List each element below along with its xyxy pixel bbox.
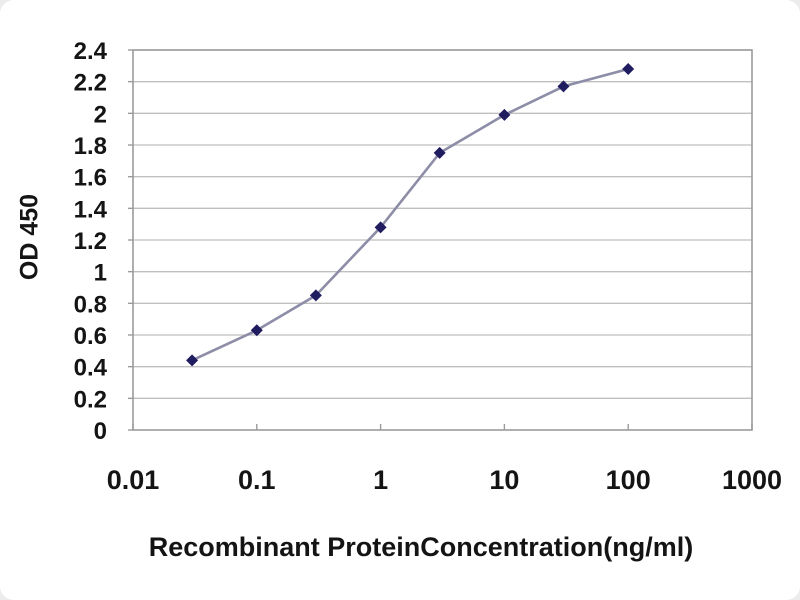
x-tick-label: 1 (373, 465, 388, 495)
data-point-marker (557, 80, 570, 93)
x-tick-label: 100 (606, 465, 651, 495)
y-tick-label: 0.6 (74, 323, 107, 350)
y-tick-label: 1.4 (74, 196, 108, 223)
y-tick-label: 0.8 (74, 291, 107, 318)
data-point-marker (374, 221, 387, 234)
y-tick-label: 1.2 (74, 228, 107, 255)
y-tick-label: 1 (94, 260, 107, 287)
data-point-marker (309, 289, 322, 302)
y-tick-label: 0.2 (74, 386, 107, 413)
y-tick-label: 0 (94, 418, 107, 445)
x-tick-label: 1000 (722, 465, 782, 495)
y-tick-label: 1.8 (74, 133, 107, 160)
y-tick-label: 2 (94, 101, 107, 128)
data-point-marker (433, 146, 446, 159)
x-tick-label: 0.1 (238, 465, 276, 495)
x-axis-title: Recombinant ProteinConcentration(ng/ml) (148, 532, 694, 562)
y-tick-label: 2.4 (74, 38, 108, 65)
y-tick-label: 2.2 (74, 70, 107, 97)
data-point-marker (250, 324, 263, 337)
x-tick-label: 0.01 (107, 465, 160, 495)
y-tick-label: 1.6 (74, 165, 107, 192)
data-point-marker (498, 108, 511, 121)
data-point-marker (622, 63, 635, 75)
data-point-marker (186, 354, 199, 367)
x-tick-label: 10 (489, 465, 519, 495)
y-axis-title: OD 450 (15, 193, 44, 281)
series-line (190, 67, 630, 362)
y-tick-label: 0.4 (74, 355, 108, 382)
